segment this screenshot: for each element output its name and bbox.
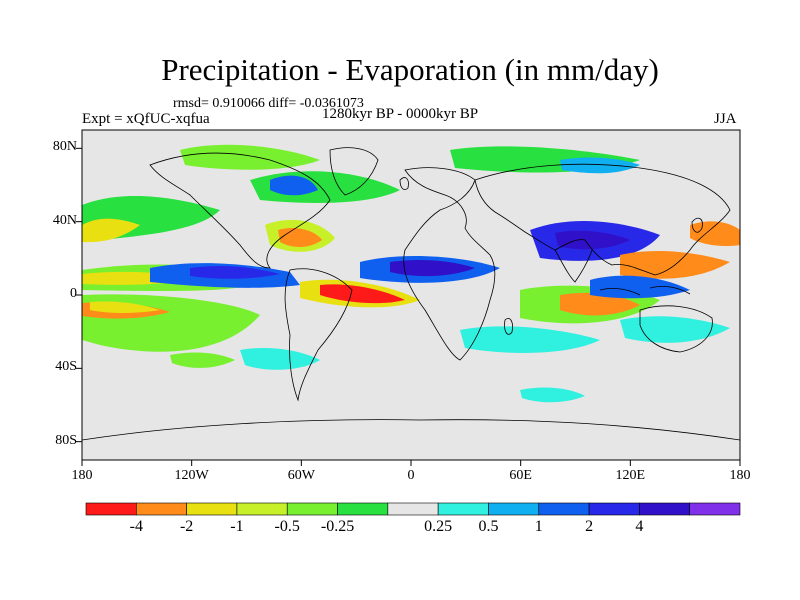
colorbar-label: 2	[585, 518, 594, 535]
colorbar-label: 0.5	[478, 518, 499, 535]
lat-tick-label: 40N	[52, 212, 77, 228]
season-label: JJA	[714, 111, 737, 127]
colorbar-swatch	[236, 502, 288, 516]
colorbar-swatch	[286, 502, 338, 516]
experiment-label: Expt = xQfUC-xqfua	[82, 111, 210, 127]
colorbar-label: 0.25	[424, 518, 453, 535]
colorbar-swatch	[437, 502, 489, 516]
colorbar-swatch	[639, 502, 690, 516]
stats-line: rmsd= 0.910066 diff= -0.0361073	[173, 96, 364, 111]
lon-tick-label: 60W	[287, 468, 315, 483]
colorbar-label: 1	[534, 518, 543, 535]
colorbar-swatch	[588, 502, 640, 516]
colorbar-label: -4	[129, 518, 143, 535]
colorbar-swatch	[387, 502, 439, 516]
lat-tick-label: 0	[70, 286, 77, 301]
colorbar-swatch	[337, 502, 389, 516]
coastlines	[82, 147, 740, 441]
colorbar-label: -2	[179, 518, 194, 535]
lon-tick-label: 60E	[509, 468, 532, 483]
colorbar-label: -0.25	[320, 518, 355, 535]
colorbar-label: 4	[635, 518, 644, 535]
period-label: 1280kyr BP - 0000kyr BP	[322, 106, 479, 122]
colorbar-swatch	[689, 502, 741, 516]
colorbar-swatch	[136, 502, 187, 516]
colorbar-swatch	[186, 502, 238, 516]
lon-tick-label: 120W	[174, 468, 209, 483]
lat-tick-label: 80N	[52, 139, 77, 155]
lon-tick-label: 0	[407, 468, 415, 483]
lon-tick-label: 180	[729, 468, 751, 483]
map-title: Precipitation - Evaporation (in mm/day)	[161, 52, 659, 87]
lon-tick-label: 180	[71, 468, 93, 483]
axis-ticks	[76, 147, 741, 466]
colorbar-swatch	[538, 502, 590, 516]
field-anomalies	[82, 144, 740, 403]
colorbar-label: -1	[230, 518, 244, 535]
colorbar-label: -0.5	[274, 518, 300, 535]
colorbar-swatch	[488, 502, 540, 516]
colorbar	[85, 502, 741, 516]
lon-tick-label: 120E	[615, 468, 646, 483]
lat-tick-label: 80S	[55, 432, 77, 448]
colorbar-swatch	[85, 502, 137, 516]
lat-tick-label: 40S	[55, 359, 77, 375]
